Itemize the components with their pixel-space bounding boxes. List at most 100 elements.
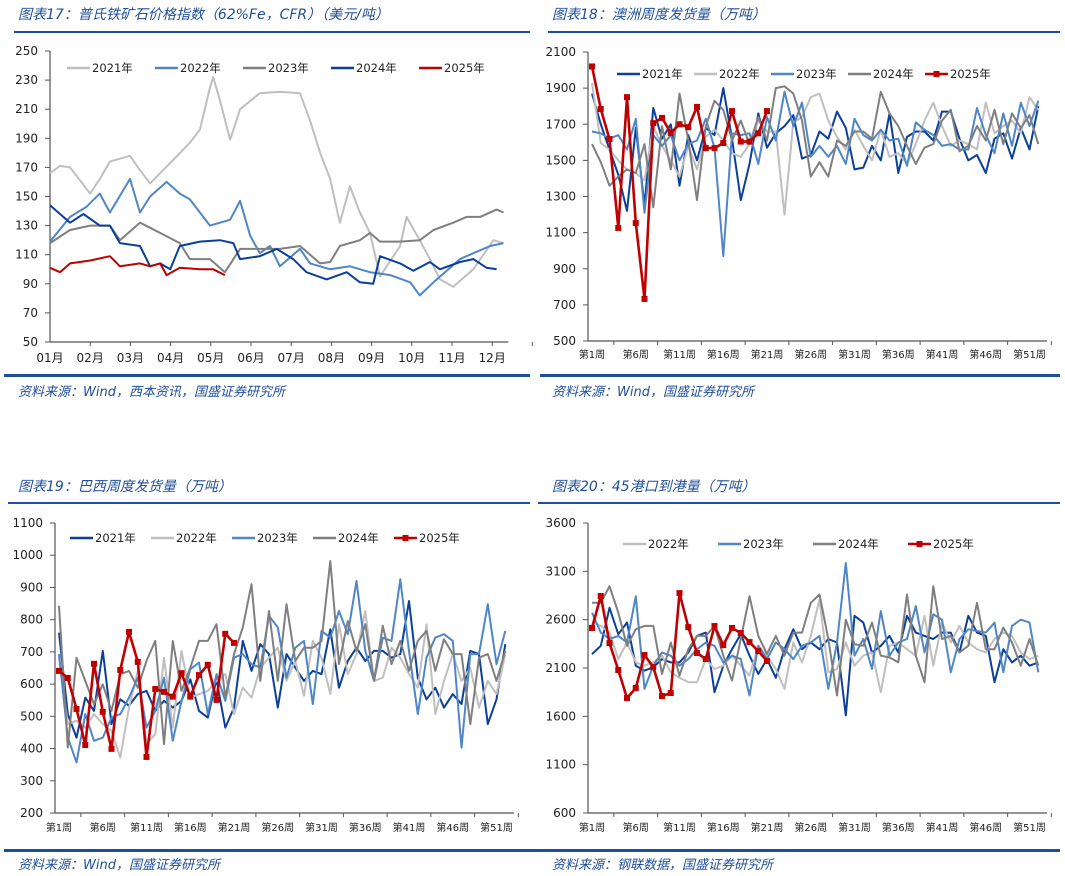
x-tick-label: 第11周: [663, 821, 696, 834]
source-divider: [540, 374, 1060, 377]
brazil-shipments-chart: 200 300 400 500 600 700 800 900 1000 1100 第1周 第6周 第1…: [12, 516, 519, 834]
legend-label: 2024年: [356, 61, 397, 75]
y-tick-label: 1100: [545, 758, 576, 772]
x-tick-label: 03月: [117, 351, 144, 365]
x-tick-label: 第41周: [926, 348, 959, 361]
legend-marker: [402, 535, 409, 541]
data-point-marker: [659, 114, 665, 121]
data-point-marker: [659, 693, 665, 700]
data-point-marker: [231, 639, 237, 646]
x-tick-label: 第6周: [90, 821, 116, 834]
x-tick-label: 第1周: [46, 821, 72, 834]
x-tick-label: 第11周: [663, 348, 696, 361]
data-point-marker: [606, 136, 613, 143]
data-point-marker: [694, 103, 700, 110]
series-line-2025: [49, 255, 226, 277]
series-line-2022: [591, 82, 1040, 216]
source-note: 资料来源：Wind，国盛证券研究所: [552, 385, 754, 400]
y-tick-label: 70: [23, 306, 38, 320]
data-point-marker: [597, 592, 604, 599]
legend-label: 2025年: [444, 61, 485, 75]
data-point-marker: [615, 667, 622, 674]
x-tick-label: 第51周: [480, 821, 513, 834]
x-tick-label: 第36周: [349, 821, 382, 834]
x-tick-label: 第16周: [707, 348, 740, 361]
y-tick-label: 300: [20, 774, 43, 788]
x-tick-label: 08月: [318, 351, 345, 365]
y-tick-label: 50: [23, 335, 38, 349]
data-point-marker: [746, 138, 753, 145]
x-tick-label: 第31周: [305, 821, 338, 834]
x-tick-label: 第26周: [794, 821, 827, 834]
series-line-2023: [58, 578, 507, 764]
y-tick-label: 500: [20, 709, 43, 723]
data-point-marker: [764, 658, 770, 665]
data-point-marker: [82, 742, 89, 749]
y-tick-label: 2100: [545, 661, 576, 675]
data-point-marker: [667, 129, 674, 136]
data-point-marker: [729, 108, 735, 115]
data-point-marker: [108, 745, 115, 752]
data-point-marker: [178, 670, 185, 677]
series-line-2024: [58, 560, 507, 749]
series-line-2023: [591, 90, 1040, 258]
series-line-2024: [49, 204, 497, 285]
x-tick-label: 第26周: [794, 348, 827, 361]
y-tick-label: 3100: [545, 564, 576, 578]
x-tick-label: 09月: [358, 351, 385, 365]
chart-title: 图表20：45港口到港量（万吨）: [552, 479, 756, 495]
x-tick-label: 第46周: [436, 821, 469, 834]
y-tick-label: 1100: [545, 226, 576, 240]
data-point-marker: [764, 108, 770, 115]
y-tick-label: 130: [15, 219, 38, 233]
data-point-marker: [126, 628, 132, 635]
x-tick-label: 12月: [479, 351, 506, 365]
x-tick-label: 第1周: [579, 348, 605, 361]
data-point-marker: [117, 666, 124, 673]
data-point-marker: [676, 121, 683, 128]
legend-label: 2021年: [95, 531, 136, 545]
data-point-marker: [91, 660, 97, 667]
data-point-marker: [589, 63, 595, 70]
y-tick-label: 1500: [545, 153, 576, 167]
data-point-marker: [737, 138, 744, 145]
iron-ore-price-chart: 50 70 90 110 130 150 170 190 210 230 250 01月 02月 03月 0…: [15, 44, 533, 365]
legend-label: 2025年: [950, 67, 991, 81]
legend-marker: [916, 541, 923, 547]
x-tick-label: 第41周: [393, 821, 426, 834]
data-point-marker: [632, 220, 639, 227]
data-point-marker: [222, 630, 229, 637]
legend-label: 2025年: [933, 537, 974, 551]
source-divider: [4, 849, 530, 852]
y-tick-label: 900: [20, 580, 43, 594]
y-tick-label: 2100: [545, 45, 576, 59]
x-tick-label: 第46周: [969, 821, 1002, 834]
x-tick-label: 10月: [398, 351, 425, 365]
x-tick-label: 第21周: [751, 821, 784, 834]
legend-label: 2022年: [180, 61, 221, 75]
data-point-marker: [685, 124, 692, 131]
title-divider: [538, 502, 1060, 504]
series-line-2023: [49, 208, 504, 274]
y-tick-label: 110: [15, 248, 38, 262]
y-tick-label: 1700: [545, 117, 576, 131]
data-point-marker: [152, 685, 159, 692]
source-note: 资料来源：钢联数据，国盛证券研究所: [552, 858, 774, 873]
data-point-marker: [73, 705, 80, 712]
x-tick-label: 第51周: [1013, 348, 1046, 361]
legend-label: 2023年: [268, 61, 309, 75]
data-point-marker: [737, 630, 744, 637]
title-divider: [14, 31, 530, 33]
series-line-2024: [592, 585, 1040, 697]
legend-label: 2023年: [743, 537, 784, 551]
data-point-marker: [134, 658, 141, 665]
legend-marker: [933, 71, 940, 77]
data-point-marker: [615, 224, 622, 231]
data-point-marker: [213, 696, 220, 703]
y-tick-label: 210: [15, 102, 38, 116]
data-point-marker: [676, 590, 683, 597]
chart-title: 图表19：巴西周度发货量（万吨）: [18, 479, 232, 495]
legend-label: 2023年: [796, 67, 837, 81]
data-point-marker: [650, 120, 657, 127]
data-point-marker: [597, 106, 604, 113]
